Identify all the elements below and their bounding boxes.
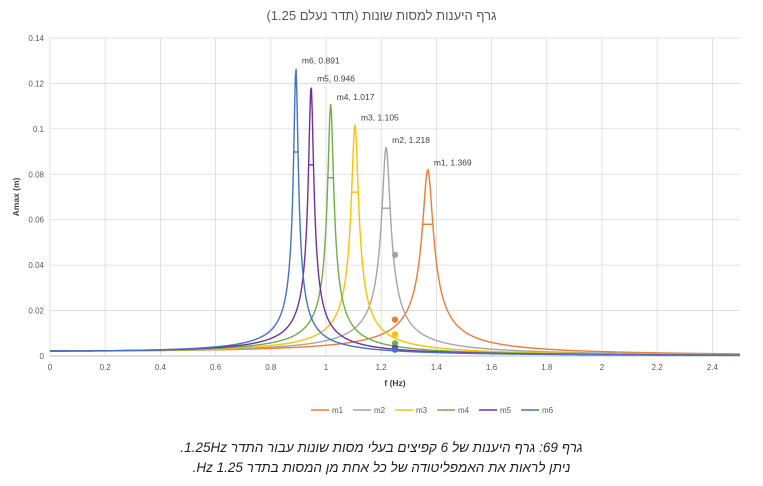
y-tick-label: 0.08: [28, 170, 44, 179]
x-tick-label: 2.2: [652, 363, 664, 372]
x-tick-label: 0.2: [100, 363, 112, 372]
x-tick-label: 0: [48, 363, 53, 372]
x-tick-label: 1.2: [376, 363, 388, 372]
x-tick-label: 0.4: [155, 363, 167, 372]
x-tick-label: 0.8: [265, 363, 277, 372]
y-tick-label: 0: [40, 352, 45, 361]
y-tick-label: 0.12: [28, 79, 44, 88]
x-tick-label: 1.8: [541, 363, 553, 372]
chart-title: גרף היענות למסות שונות (תדר נעלם 1.25): [266, 8, 497, 23]
y-tick-label: 0.06: [28, 216, 44, 225]
data-label-m6: m6, 0.891: [302, 56, 340, 66]
x-tick-label: 2: [600, 363, 605, 372]
grid: [49, 37, 740, 357]
x-tick-label: 0.6: [210, 363, 222, 372]
x-tick-label: 1.4: [431, 363, 443, 372]
marker-m3: [391, 331, 399, 338]
legend-label-m3: m3: [416, 406, 428, 415]
series-line-m1: [50, 168, 741, 355]
x-axis-label: f (Hz): [384, 378, 405, 388]
x-tick-label: 1: [324, 363, 329, 372]
data-label-m2: m2, 1.218: [392, 135, 430, 145]
data-label-m4: m4, 1.017: [337, 92, 375, 102]
y-tick-label: 0.02: [28, 307, 44, 316]
figure-caption-line-1: גרף 69: גרף היענות של 6 קפיצים בעלי מסות…: [180, 440, 583, 455]
series-line-m2: [50, 146, 740, 356]
figure-caption-line-2: ניתן לראות את האמפליטודה של כל אחת מן המ…: [192, 460, 571, 475]
marker-m6: [391, 346, 399, 353]
y-tick-label: 0.04: [28, 261, 44, 270]
legend-label-m6: m6: [542, 406, 554, 415]
y-tick-label: 0.14: [28, 34, 44, 43]
legend: m1 m2 m3 m4 m5 m6: [311, 406, 554, 415]
legend-label-m4: m4: [458, 406, 470, 415]
y-axis-label: Amax (m): [11, 177, 21, 216]
data-label-m1: m1, 1.369: [434, 158, 472, 168]
y-tick-label: 0.1: [33, 125, 45, 134]
legend-label-m2: m2: [374, 406, 386, 415]
marker-m4: [391, 340, 399, 347]
legend-label-m1: m1: [332, 406, 344, 415]
x-tick-label: 2.4: [707, 363, 719, 372]
legend-label-m5: m5: [500, 406, 512, 415]
data-label-m3: m3, 1.105: [361, 112, 399, 122]
data-label-m5: m5, 0.946: [317, 74, 355, 84]
axes: 0 0.02 0.04 0.06 0.08 0.1 0.12 0.14 0 0.2 0.4 0.6 0.…: [28, 34, 740, 372]
curves: [50, 68, 741, 356]
x-tick-label: 1.6: [486, 363, 498, 372]
data-labels: m1, 1.369 m2, 1.218 m3, 1.105 m4, 1.017 m5, …: [302, 56, 472, 168]
marker-m1: [391, 316, 399, 323]
marker-m2: [391, 251, 399, 259]
response-chart: 0 0.02 0.04 0.06 0.08 0.1 0.12 0.14 0 0.2 0.4 0.6 0.…: [11, 34, 741, 415]
